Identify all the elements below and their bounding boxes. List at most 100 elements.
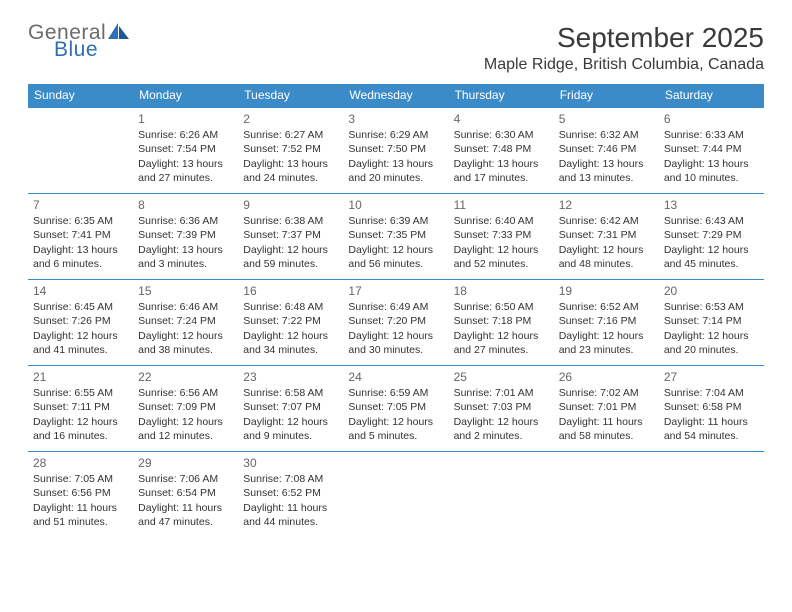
daylight-line: Daylight: 13 hours and 13 minutes.: [559, 157, 654, 185]
calendar-cell: 17Sunrise: 6:49 AMSunset: 7:20 PMDayligh…: [343, 280, 448, 366]
calendar-cell: 8Sunrise: 6:36 AMSunset: 7:39 PMDaylight…: [133, 194, 238, 280]
calendar-cell: 4Sunrise: 6:30 AMSunset: 7:48 PMDaylight…: [449, 108, 554, 194]
daylight-line: Daylight: 11 hours and 54 minutes.: [664, 415, 759, 443]
sunset-line: Sunset: 7:26 PM: [33, 314, 128, 328]
daylight-line: Daylight: 12 hours and 56 minutes.: [348, 243, 443, 271]
day-number: 7: [33, 197, 128, 213]
calendar-cell: [659, 452, 764, 538]
weekday-header: Tuesday: [238, 84, 343, 108]
day-number: 11: [454, 197, 549, 213]
sunrise-line: Sunrise: 6:32 AM: [559, 128, 654, 142]
sunset-line: Sunset: 6:58 PM: [664, 400, 759, 414]
sunset-line: Sunset: 7:37 PM: [243, 228, 338, 242]
sunset-line: Sunset: 7:22 PM: [243, 314, 338, 328]
calendar-cell: 26Sunrise: 7:02 AMSunset: 7:01 PMDayligh…: [554, 366, 659, 452]
day-number: 17: [348, 283, 443, 299]
sunrise-line: Sunrise: 6:29 AM: [348, 128, 443, 142]
daylight-line: Daylight: 13 hours and 17 minutes.: [454, 157, 549, 185]
day-number: 30: [243, 455, 338, 471]
sunset-line: Sunset: 7:05 PM: [348, 400, 443, 414]
location-subtitle: Maple Ridge, British Columbia, Canada: [484, 56, 764, 74]
calendar-cell: 25Sunrise: 7:01 AMSunset: 7:03 PMDayligh…: [449, 366, 554, 452]
sunrise-line: Sunrise: 6:42 AM: [559, 214, 654, 228]
sunrise-line: Sunrise: 6:50 AM: [454, 300, 549, 314]
day-number: 12: [559, 197, 654, 213]
sunset-line: Sunset: 7:46 PM: [559, 142, 654, 156]
calendar-cell: 10Sunrise: 6:39 AMSunset: 7:35 PMDayligh…: [343, 194, 448, 280]
calendar-cell: 2Sunrise: 6:27 AMSunset: 7:52 PMDaylight…: [238, 108, 343, 194]
calendar-cell: [28, 108, 133, 194]
sunset-line: Sunset: 7:33 PM: [454, 228, 549, 242]
calendar-cell: 20Sunrise: 6:53 AMSunset: 7:14 PMDayligh…: [659, 280, 764, 366]
calendar-cell: 18Sunrise: 6:50 AMSunset: 7:18 PMDayligh…: [449, 280, 554, 366]
sunrise-line: Sunrise: 6:26 AM: [138, 128, 233, 142]
calendar-cell: 16Sunrise: 6:48 AMSunset: 7:22 PMDayligh…: [238, 280, 343, 366]
calendar-cell: 1Sunrise: 6:26 AMSunset: 7:54 PMDaylight…: [133, 108, 238, 194]
sunset-line: Sunset: 7:44 PM: [664, 142, 759, 156]
daylight-line: Daylight: 13 hours and 20 minutes.: [348, 157, 443, 185]
sunrise-line: Sunrise: 7:06 AM: [138, 472, 233, 486]
sunset-line: Sunset: 7:18 PM: [454, 314, 549, 328]
logo-sail-icon: [108, 23, 130, 39]
weekday-header: Thursday: [449, 84, 554, 108]
daylight-line: Daylight: 11 hours and 44 minutes.: [243, 501, 338, 529]
day-number: 23: [243, 369, 338, 385]
sunrise-line: Sunrise: 6:59 AM: [348, 386, 443, 400]
calendar-cell: 30Sunrise: 7:08 AMSunset: 6:52 PMDayligh…: [238, 452, 343, 538]
calendar-cell: 6Sunrise: 6:33 AMSunset: 7:44 PMDaylight…: [659, 108, 764, 194]
daylight-line: Daylight: 13 hours and 6 minutes.: [33, 243, 128, 271]
daylight-line: Daylight: 12 hours and 38 minutes.: [138, 329, 233, 357]
sunrise-line: Sunrise: 6:46 AM: [138, 300, 233, 314]
daylight-line: Daylight: 12 hours and 5 minutes.: [348, 415, 443, 443]
daylight-line: Daylight: 12 hours and 52 minutes.: [454, 243, 549, 271]
day-number: 16: [243, 283, 338, 299]
calendar-table: SundayMondayTuesdayWednesdayThursdayFrid…: [28, 84, 764, 538]
sunrise-line: Sunrise: 6:33 AM: [664, 128, 759, 142]
daylight-line: Daylight: 13 hours and 24 minutes.: [243, 157, 338, 185]
daylight-line: Daylight: 12 hours and 59 minutes.: [243, 243, 338, 271]
calendar-cell: 29Sunrise: 7:06 AMSunset: 6:54 PMDayligh…: [133, 452, 238, 538]
day-number: 14: [33, 283, 128, 299]
weekday-header: Monday: [133, 84, 238, 108]
sunset-line: Sunset: 7:29 PM: [664, 228, 759, 242]
sunrise-line: Sunrise: 7:02 AM: [559, 386, 654, 400]
daylight-line: Daylight: 12 hours and 30 minutes.: [348, 329, 443, 357]
day-number: 5: [559, 111, 654, 127]
calendar-cell: 9Sunrise: 6:38 AMSunset: 7:37 PMDaylight…: [238, 194, 343, 280]
weekday-header: Saturday: [659, 84, 764, 108]
sunset-line: Sunset: 7:01 PM: [559, 400, 654, 414]
day-number: 9: [243, 197, 338, 213]
day-number: 22: [138, 369, 233, 385]
daylight-line: Daylight: 12 hours and 34 minutes.: [243, 329, 338, 357]
sunset-line: Sunset: 6:56 PM: [33, 486, 128, 500]
calendar-cell: 7Sunrise: 6:35 AMSunset: 7:41 PMDaylight…: [28, 194, 133, 280]
daylight-line: Daylight: 12 hours and 48 minutes.: [559, 243, 654, 271]
logo: General Blue: [28, 22, 130, 60]
calendar-cell: 27Sunrise: 7:04 AMSunset: 6:58 PMDayligh…: [659, 366, 764, 452]
calendar-cell: [554, 452, 659, 538]
sunrise-line: Sunrise: 7:04 AM: [664, 386, 759, 400]
calendar-cell: 15Sunrise: 6:46 AMSunset: 7:24 PMDayligh…: [133, 280, 238, 366]
sunset-line: Sunset: 7:35 PM: [348, 228, 443, 242]
daylight-line: Daylight: 11 hours and 58 minutes.: [559, 415, 654, 443]
daylight-line: Daylight: 12 hours and 9 minutes.: [243, 415, 338, 443]
day-number: 4: [454, 111, 549, 127]
weekday-header: Friday: [554, 84, 659, 108]
sunrise-line: Sunrise: 6:36 AM: [138, 214, 233, 228]
sunset-line: Sunset: 7:54 PM: [138, 142, 233, 156]
day-number: 24: [348, 369, 443, 385]
sunrise-line: Sunrise: 6:35 AM: [33, 214, 128, 228]
sunrise-line: Sunrise: 6:27 AM: [243, 128, 338, 142]
sunset-line: Sunset: 7:03 PM: [454, 400, 549, 414]
calendar-cell: 14Sunrise: 6:45 AMSunset: 7:26 PMDayligh…: [28, 280, 133, 366]
logo-text-blue: Blue: [54, 39, 130, 60]
calendar-cell: [449, 452, 554, 538]
daylight-line: Daylight: 13 hours and 10 minutes.: [664, 157, 759, 185]
calendar-cell: 11Sunrise: 6:40 AMSunset: 7:33 PMDayligh…: [449, 194, 554, 280]
day-number: 8: [138, 197, 233, 213]
calendar-cell: 22Sunrise: 6:56 AMSunset: 7:09 PMDayligh…: [133, 366, 238, 452]
day-number: 25: [454, 369, 549, 385]
sunset-line: Sunset: 7:52 PM: [243, 142, 338, 156]
weekday-header: Wednesday: [343, 84, 448, 108]
weekday-header: Sunday: [28, 84, 133, 108]
